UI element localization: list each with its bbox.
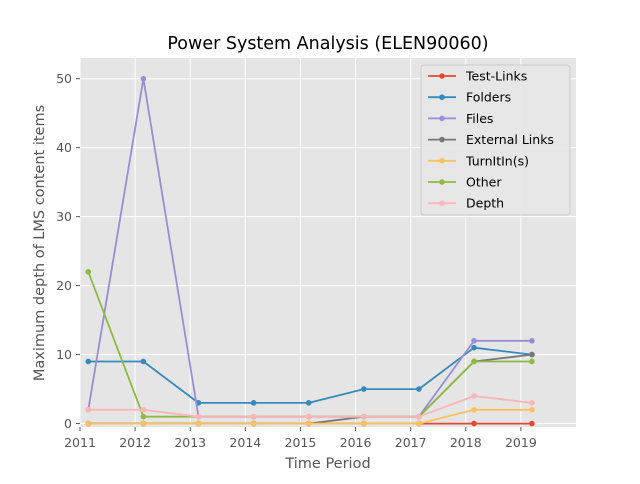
chart-title: Power System Analysis (ELEN90060) <box>167 34 488 54</box>
data-point-turnitin-s <box>250 420 257 427</box>
legend-item: External Links <box>428 132 554 147</box>
x-tick-label: 2012 <box>119 435 151 450</box>
data-point-other <box>471 358 477 365</box>
data-point-folders <box>471 344 477 351</box>
legend-marker <box>439 158 445 164</box>
series-layer <box>85 75 535 427</box>
data-point-folders <box>305 400 312 406</box>
data-point-test-links <box>471 420 477 427</box>
data-point-turnitin-s <box>529 406 535 413</box>
data-point-files <box>140 75 147 82</box>
legend-item: Files <box>428 111 493 126</box>
legend-label: External Links <box>466 132 554 147</box>
x-tick-label: 2013 <box>174 435 206 450</box>
data-point-other <box>529 358 535 365</box>
legend-label: Folders <box>466 90 511 105</box>
data-point-depth <box>140 406 147 413</box>
legend-label: Depth <box>466 196 504 211</box>
legend-marker <box>439 73 445 79</box>
data-point-folders <box>250 400 257 406</box>
series-depth <box>85 393 535 420</box>
data-point-turnitin-s <box>305 420 312 427</box>
data-point-depth <box>85 406 92 413</box>
y-tick-label: 20 <box>56 278 72 293</box>
legend-item: Folders <box>428 90 511 105</box>
data-point-folders <box>361 386 367 392</box>
x-tick-label: 2014 <box>229 435 261 450</box>
legend-item: Other <box>428 175 502 190</box>
data-point-folders <box>416 386 422 392</box>
x-tick-label: 2016 <box>340 435 372 450</box>
data-point-other <box>140 413 147 420</box>
x-tick-label: 2015 <box>285 435 317 450</box>
x-tick-label: 2018 <box>450 435 482 450</box>
data-point-turnitin-s <box>140 420 147 427</box>
data-point-depth <box>250 413 257 420</box>
legend-marker <box>439 200 445 206</box>
legend-marker <box>439 94 445 100</box>
legend-label: Files <box>466 111 493 126</box>
data-point-turnitin-s <box>471 406 477 413</box>
legend-box <box>420 64 571 216</box>
legend-label: Other <box>466 175 502 190</box>
y-tick-label: 0 <box>64 416 72 431</box>
y-tick-label: 30 <box>56 209 72 224</box>
x-tick-label: 2019 <box>505 435 537 450</box>
data-point-depth <box>361 413 367 420</box>
series-turnitin-s <box>85 406 535 427</box>
x-axis-label: Time Period <box>284 456 370 472</box>
data-point-depth <box>471 393 477 399</box>
data-point-folders <box>85 358 92 365</box>
data-point-turnitin-s <box>195 420 202 427</box>
data-point-test-links <box>529 420 535 427</box>
legend-marker <box>439 136 445 143</box>
data-point-turnitin-s <box>416 420 422 427</box>
data-point-depth <box>529 400 535 406</box>
data-point-turnitin-s <box>361 420 367 427</box>
y-tick-label: 50 <box>56 71 72 86</box>
x-tick-label: 2017 <box>395 435 427 450</box>
data-point-files <box>471 337 477 344</box>
legend-marker <box>439 115 445 122</box>
data-point-external-links <box>529 351 535 358</box>
x-tick-label: 2011 <box>64 435 96 450</box>
data-point-turnitin-s <box>85 420 92 427</box>
data-point-depth <box>305 413 312 420</box>
y-tick-label: 40 <box>56 140 72 155</box>
legend-item: Depth <box>428 196 504 211</box>
data-point-files <box>529 337 535 344</box>
legend-label: TurnItIn(s) <box>465 153 529 168</box>
legend-item: TurnItIn(s) <box>428 153 529 168</box>
axis-ticks: 2011 2012 2013 2014 2015 2016 2017 2018 2019 0 10 2… <box>56 71 537 450</box>
data-point-depth <box>416 413 422 420</box>
legend-label: Test-Links <box>465 69 527 84</box>
legend-marker <box>439 179 445 185</box>
y-tick-label: 10 <box>56 347 72 362</box>
y-axis-label: Maximum depth of LMS content items <box>32 105 48 381</box>
legend: Test-Links Folders Files External Links Turn… <box>420 64 571 216</box>
legend-item: Test-Links <box>428 69 527 84</box>
data-point-folders <box>140 358 147 365</box>
data-point-depth <box>195 413 202 420</box>
data-point-other <box>85 269 92 275</box>
